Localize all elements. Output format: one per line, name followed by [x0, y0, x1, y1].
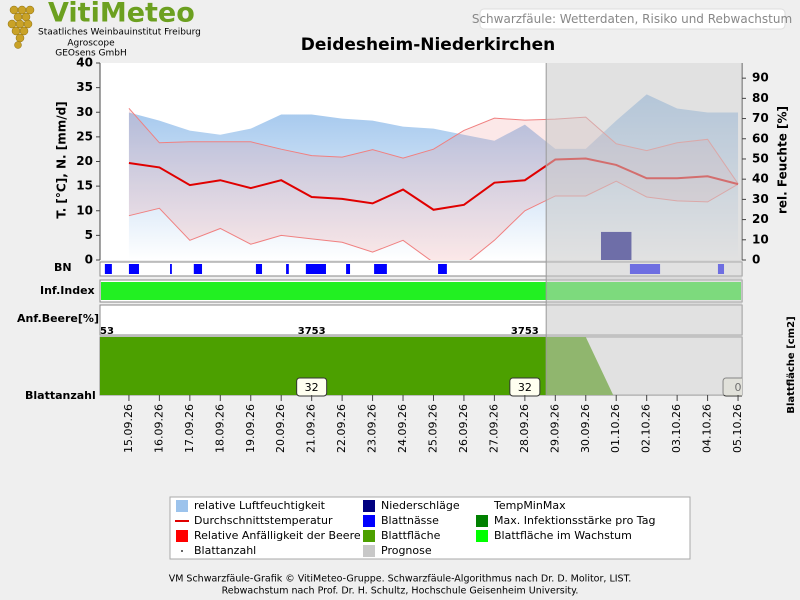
footer: VM Schwarzfäule-Grafik © VitiMeteo-Grupp… [169, 574, 632, 585]
legend [169, 496, 691, 560]
y-tick-label: 35 [76, 80, 93, 94]
y-tick-label: 25 [76, 129, 93, 143]
logo-text: VitiMeteo [48, 0, 195, 29]
leaf-wetness [128, 264, 139, 274]
legend-label: relative Luftfeuchtigkeit [194, 499, 326, 512]
leaf-wetness [170, 264, 172, 274]
x-tick-label: 01.10.26 [609, 404, 622, 453]
y2-tick-label: 40 [752, 172, 769, 186]
x-tick-label: 18.09.26 [213, 404, 226, 453]
y2-tick-label: 0 [752, 253, 760, 267]
legend-swatch [176, 500, 188, 512]
legend-label: Blattnässe [381, 514, 439, 527]
chart-title: Deidesheim-Niederkirchen [301, 35, 556, 55]
row-label: Inf.Index [40, 284, 95, 297]
leaf-wetness [374, 264, 387, 274]
legend-swatch [363, 530, 375, 542]
y2-tick-label: 20 [752, 212, 769, 226]
leaf-wetness [305, 264, 326, 274]
y-tick-label: 0 [85, 253, 93, 267]
x-tick-label: 16.09.26 [152, 404, 165, 453]
x-tick-label: 20.09.26 [274, 404, 287, 453]
page-title: Schwarzfäule: Wetterdaten, Risiko und Re… [472, 12, 792, 26]
leaf-area-label: 3753 [298, 326, 326, 337]
y2-axis-title: rel. Feuchte [%] [776, 106, 790, 214]
x-tick-label: 15.09.26 [122, 404, 135, 453]
x-tick-label: 30.09.26 [579, 404, 592, 453]
x-tick-label: 28.09.26 [518, 404, 531, 453]
forecast-overlay [546, 63, 742, 395]
leaf-area-label: 3753 [86, 326, 114, 337]
y-tick-label: 40 [76, 56, 93, 70]
y-tick-label: 20 [76, 154, 93, 168]
legend-label: Blattfläche im Wachstum [494, 529, 632, 542]
row-label: BN [54, 261, 72, 274]
x-tick-label: 27.09.26 [487, 404, 500, 453]
legend-label: Relative Anfälligkeit der Beere [194, 529, 361, 542]
x-tick-label: 26.09.26 [457, 404, 470, 453]
y-tick-label: 10 [76, 203, 93, 217]
legend-swatch [363, 515, 375, 527]
leaf-count-label: 32 [518, 381, 532, 394]
y2-tick-label: 80 [752, 91, 769, 105]
y2-tick-label: 30 [752, 192, 769, 206]
y-axis-title: T. [°C], N. [mm/d] [55, 101, 69, 218]
leaf-area [100, 337, 614, 395]
legend-swatch [476, 530, 488, 542]
row-label: Blattanzahl [25, 389, 96, 402]
x-tick-label: 17.09.26 [183, 404, 196, 453]
y2-tick-label: 10 [752, 232, 769, 246]
y2-tick-label: 70 [752, 111, 769, 125]
y2-tick-label: 60 [752, 131, 769, 145]
legend-label: TempMinMax [493, 499, 566, 512]
x-tick-label: 02.10.26 [640, 404, 653, 453]
x-tick-label: 22.09.26 [335, 404, 348, 453]
leaf-count: 32 [509, 377, 541, 397]
leaf-count-label: 32 [305, 381, 319, 394]
institution: GEOsens GmbH [55, 49, 126, 59]
legend-label: Blattanzahl [194, 544, 256, 557]
x-tick-label: 21.09.26 [305, 404, 318, 453]
y-tick-label: 15 [76, 179, 93, 193]
x-tick-label: 19.09.26 [244, 404, 257, 453]
legend-label: Max. Infektionsstärke pro Tag [494, 514, 655, 527]
y2-tick-label: 50 [752, 151, 769, 165]
y-tick-label: 5 [85, 228, 93, 242]
footer: Rebwachstum nach Prof. Dr. H. Schultz, H… [222, 586, 579, 597]
legend-swatch [176, 530, 188, 542]
legend-label: Niederschläge [381, 499, 460, 512]
logo-grapes [7, 5, 35, 49]
leaf-count: 32 [296, 377, 328, 397]
legend-swatch [181, 550, 183, 552]
leaf-area-title: Blattfläche [cm2] [786, 316, 797, 413]
legend-swatch [363, 545, 375, 557]
legend-label: Prognose [381, 544, 432, 557]
leaf-area-label: 3753 [511, 326, 539, 337]
y2-tick-label: 90 [752, 71, 769, 85]
x-tick-label: 25.09.26 [426, 404, 439, 453]
institution: Staatliches Weinbauinstitut Freiburg [38, 28, 201, 38]
legend-label: Durchschnittstemperatur [194, 514, 333, 527]
page-title-box [479, 8, 786, 30]
leaf-wetness [104, 264, 112, 274]
x-tick-label: 04.10.26 [701, 404, 714, 453]
x-tick-label: 03.10.26 [670, 404, 683, 453]
legend-swatch [476, 515, 488, 527]
x-tick-label: 24.09.26 [396, 404, 409, 453]
row-label: Anf.Beere[%] [17, 312, 99, 325]
leaf-wetness [438, 264, 447, 274]
legend-swatch [363, 500, 375, 512]
legend-label: Blattfläche [381, 529, 441, 542]
leaf-wetness [286, 264, 289, 274]
x-tick-label: 05.10.26 [731, 404, 744, 453]
leaf-wetness [255, 264, 263, 274]
institution: Agroscope [67, 39, 115, 49]
leaf-wetness [346, 264, 351, 274]
y-tick-label: 30 [76, 105, 93, 119]
x-tick-label: 29.09.26 [548, 404, 561, 453]
x-tick-label: 23.09.26 [366, 404, 379, 453]
leaf-wetness [193, 264, 203, 274]
